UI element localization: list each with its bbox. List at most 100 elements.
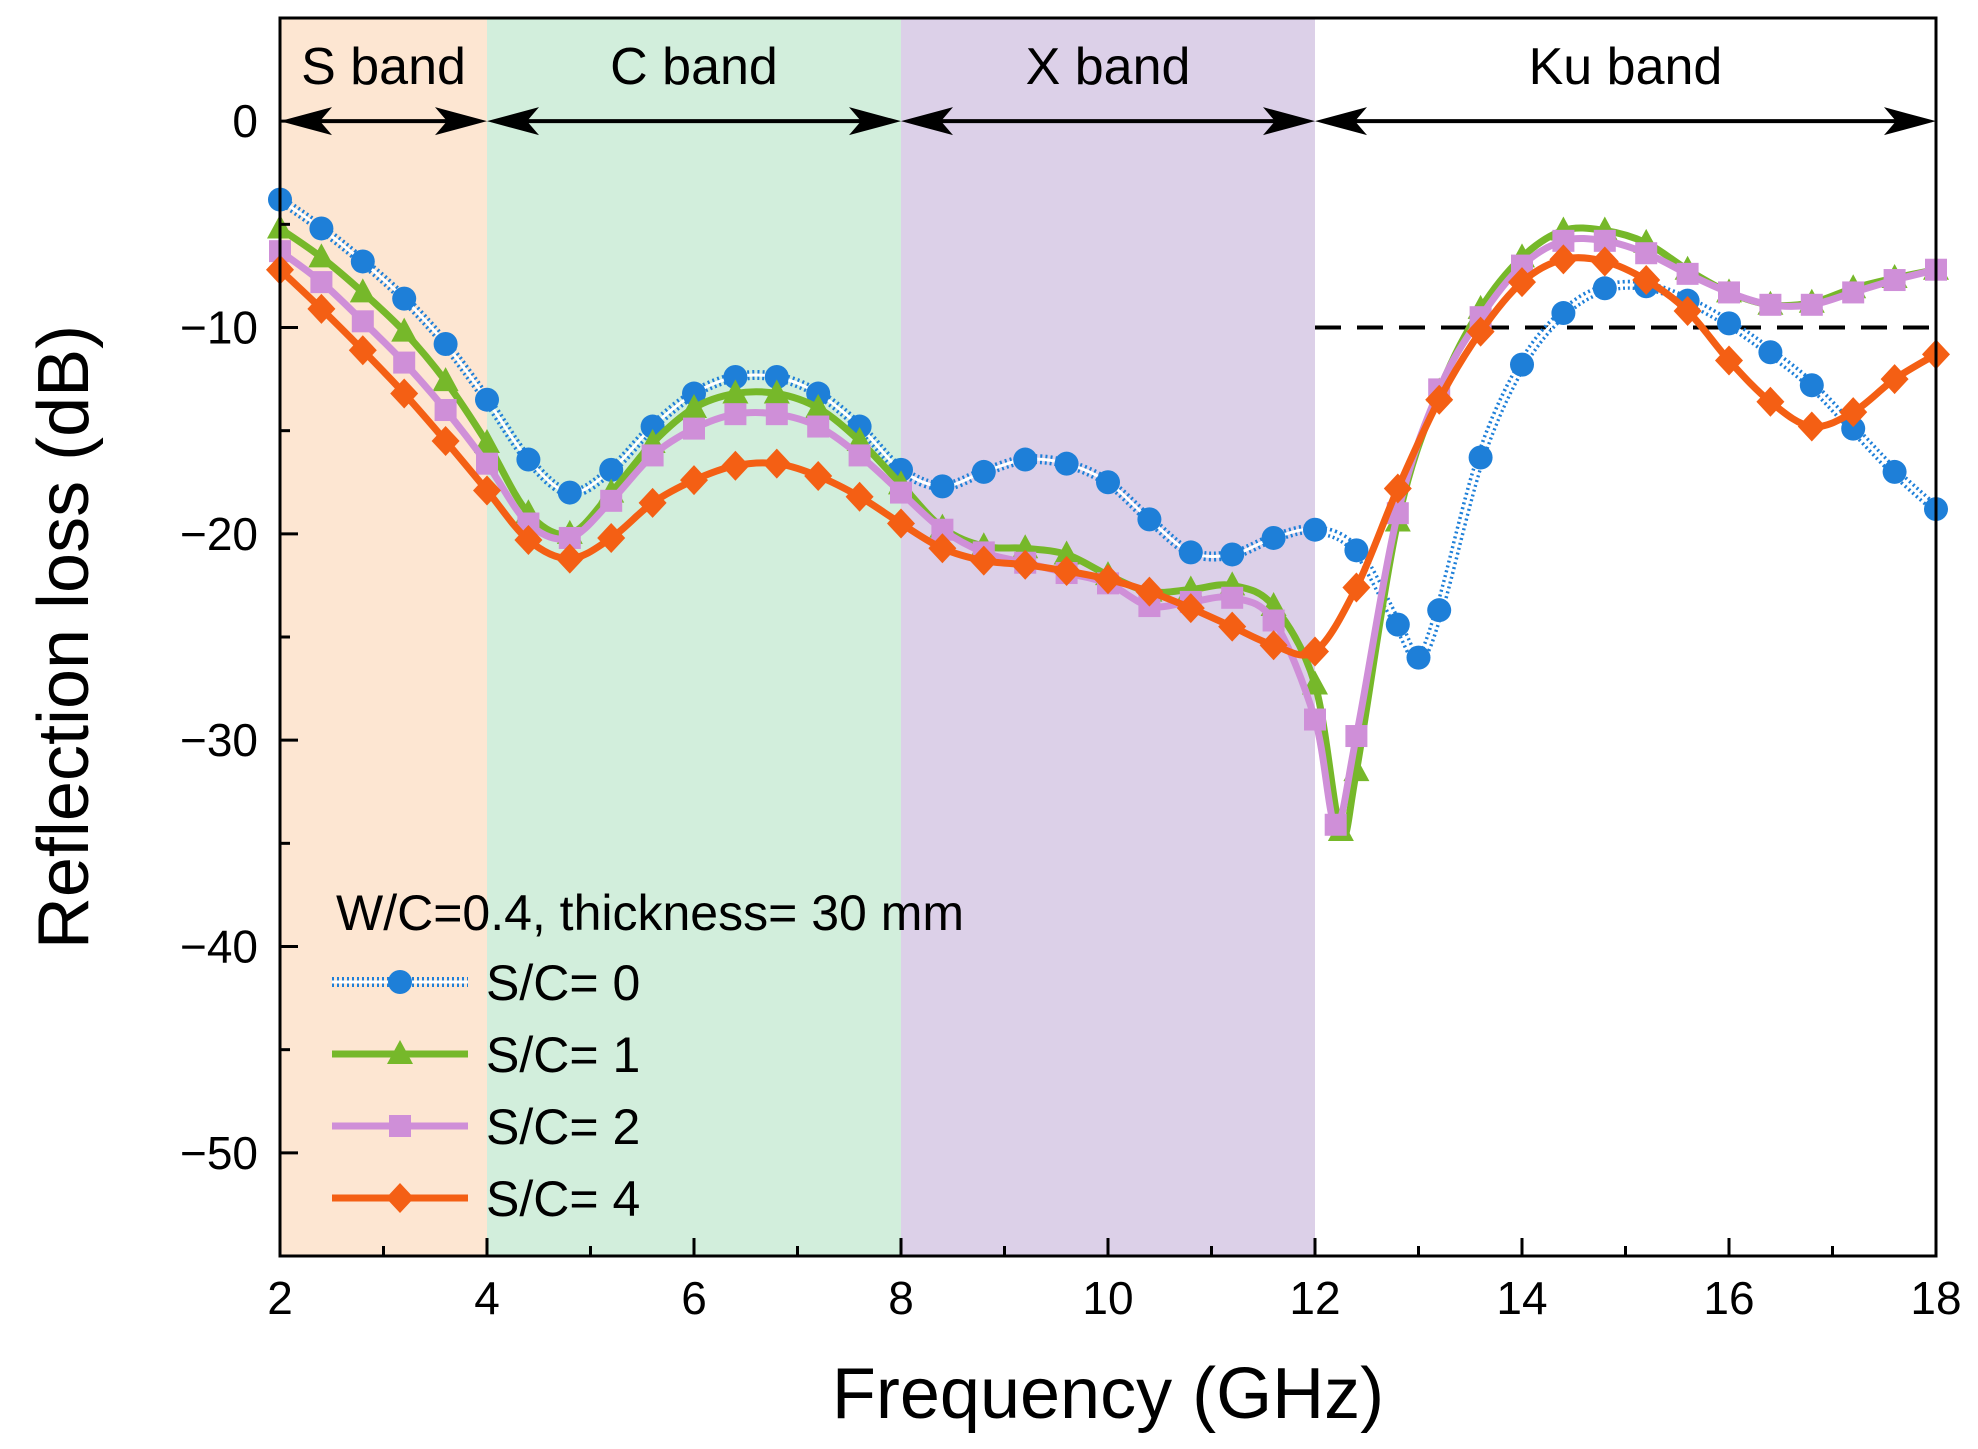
series-2-point-1 bbox=[310, 271, 333, 294]
band-bg-1 bbox=[487, 18, 901, 1256]
series-1-point-3 bbox=[391, 317, 418, 342]
series-3-point-34 bbox=[1673, 295, 1702, 326]
series-2-point-6 bbox=[517, 512, 540, 535]
x-axis-title: Frequency (GHz) bbox=[832, 1354, 1384, 1434]
legend-label-0: S/C= 0 bbox=[486, 955, 640, 1011]
series-0-point-20 bbox=[1096, 470, 1120, 495]
series-3-point-20 bbox=[1094, 564, 1122, 595]
legend-marker-0 bbox=[388, 970, 412, 994]
band-arrow-right-2 bbox=[1263, 107, 1315, 136]
series-0-point-22 bbox=[1178, 540, 1203, 565]
series-0-point-10 bbox=[682, 381, 706, 406]
band-bg-0 bbox=[280, 18, 487, 1256]
series-3-point-16 bbox=[928, 533, 957, 564]
series-3 bbox=[266, 244, 1950, 667]
series-2-point-7 bbox=[558, 526, 581, 549]
x-tick-label-0: 2 bbox=[267, 1272, 293, 1324]
legend-marker-1 bbox=[387, 1040, 413, 1064]
x-tick-label-2: 6 bbox=[681, 1272, 707, 1324]
series-2-point-33 bbox=[1593, 229, 1616, 252]
series-0-point-39 bbox=[1841, 416, 1866, 441]
series-2-point-3 bbox=[393, 351, 416, 374]
series-3-point-1 bbox=[307, 293, 336, 324]
series-2-point-4 bbox=[434, 399, 457, 422]
series-0-point-24 bbox=[1261, 525, 1286, 550]
series-0-point-8 bbox=[599, 457, 624, 482]
series-3-point-17 bbox=[969, 545, 998, 576]
series-2-point-34 bbox=[1635, 242, 1658, 265]
series-0-point-25 bbox=[1303, 517, 1327, 542]
series-2-point-27 bbox=[1345, 725, 1368, 748]
series-3-point-5 bbox=[473, 475, 501, 506]
series-3-point-10 bbox=[680, 465, 708, 496]
series-2-point-2 bbox=[351, 310, 374, 333]
series-1-point-4 bbox=[432, 367, 459, 392]
series-3-point-35 bbox=[1715, 345, 1743, 376]
legend-marker-2 bbox=[389, 1115, 411, 1137]
series-3-point-18 bbox=[1011, 549, 1040, 580]
x-tick-label-8: 18 bbox=[1910, 1272, 1961, 1324]
x-tick-label-3: 8 bbox=[888, 1272, 914, 1324]
series-2-point-8 bbox=[600, 489, 623, 512]
band-arrow-left-0 bbox=[280, 107, 332, 136]
band-label-2: X band bbox=[1026, 38, 1191, 96]
series-3-point-38 bbox=[1839, 397, 1868, 428]
series-3-point-21 bbox=[1135, 576, 1164, 607]
series-0-point-38 bbox=[1799, 373, 1824, 398]
series-0-point-4 bbox=[433, 332, 458, 357]
legend-label-3: S/C= 4 bbox=[486, 1171, 640, 1227]
series-3-point-30 bbox=[1508, 267, 1536, 298]
series-0-point-13 bbox=[806, 381, 831, 406]
series-0-point-28 bbox=[1406, 645, 1431, 670]
x-tick-label-1: 4 bbox=[474, 1272, 500, 1324]
series-2-point-25 bbox=[1304, 708, 1326, 731]
series-3-point-33 bbox=[1632, 265, 1661, 296]
series-2-point-36 bbox=[1718, 281, 1740, 304]
series-3-point-9 bbox=[638, 487, 667, 518]
legend-marker-3 bbox=[386, 1183, 414, 1213]
legend: W/C=0.4, thickness= 30 mm S/C= 0 S/C= 1 S/… bbox=[332, 885, 964, 1227]
series-3-point-11 bbox=[721, 450, 750, 481]
y-tick-label-3: −30 bbox=[180, 714, 258, 766]
series-2-point-11 bbox=[724, 403, 747, 426]
series-3-point-25 bbox=[1301, 636, 1329, 667]
band-arrow-right-0 bbox=[435, 107, 487, 136]
series-3-point-26 bbox=[1342, 572, 1371, 603]
series-1-point-13 bbox=[805, 393, 832, 418]
band-arrows: S band C band X band Ku band bbox=[280, 38, 1936, 136]
series-2-point-5 bbox=[476, 452, 498, 475]
x-tick-label-5: 12 bbox=[1289, 1272, 1340, 1324]
band-arrow-right-1 bbox=[849, 107, 901, 136]
series-3-point-24 bbox=[1259, 630, 1288, 661]
band-label-1: C band bbox=[610, 38, 778, 96]
legend-item-2: S/C= 2 bbox=[332, 1099, 640, 1155]
series-3-point-31 bbox=[1549, 244, 1578, 275]
legend-label-2: S/C= 2 bbox=[486, 1099, 640, 1155]
y-tick-label-5: −50 bbox=[180, 1127, 258, 1179]
series-0-point-11 bbox=[723, 365, 748, 390]
series-3-point-37 bbox=[1797, 411, 1826, 442]
series-3-point-32 bbox=[1590, 246, 1619, 277]
y-tick-label-2: −20 bbox=[180, 508, 258, 560]
x-tick-label-4: 10 bbox=[1082, 1272, 1133, 1324]
series-1-point-12 bbox=[763, 379, 790, 404]
series-2-point-12 bbox=[765, 403, 788, 426]
series-3-point-39 bbox=[1880, 364, 1909, 395]
series-2-point-40 bbox=[1883, 269, 1906, 292]
series-0-point-36 bbox=[1717, 311, 1741, 336]
series-1-point-25 bbox=[1302, 670, 1328, 695]
series-0-point-12 bbox=[764, 365, 789, 390]
series-0-point-33 bbox=[1592, 276, 1617, 301]
series-0-point-32 bbox=[1551, 301, 1576, 326]
series-0-point-18 bbox=[1013, 447, 1038, 472]
series-2-point-10 bbox=[683, 417, 705, 440]
series-0-point-30 bbox=[1468, 445, 1493, 470]
band-arrow-left-1 bbox=[487, 107, 539, 136]
series-0-point-31 bbox=[1510, 352, 1534, 377]
series-3-point-28 bbox=[1425, 384, 1454, 415]
series-3-point-2 bbox=[348, 335, 377, 366]
series-3-point-15 bbox=[887, 508, 915, 539]
series-2-point-23 bbox=[1221, 586, 1244, 609]
series-0-point-37 bbox=[1758, 340, 1783, 365]
series-0-point-17 bbox=[971, 459, 996, 484]
